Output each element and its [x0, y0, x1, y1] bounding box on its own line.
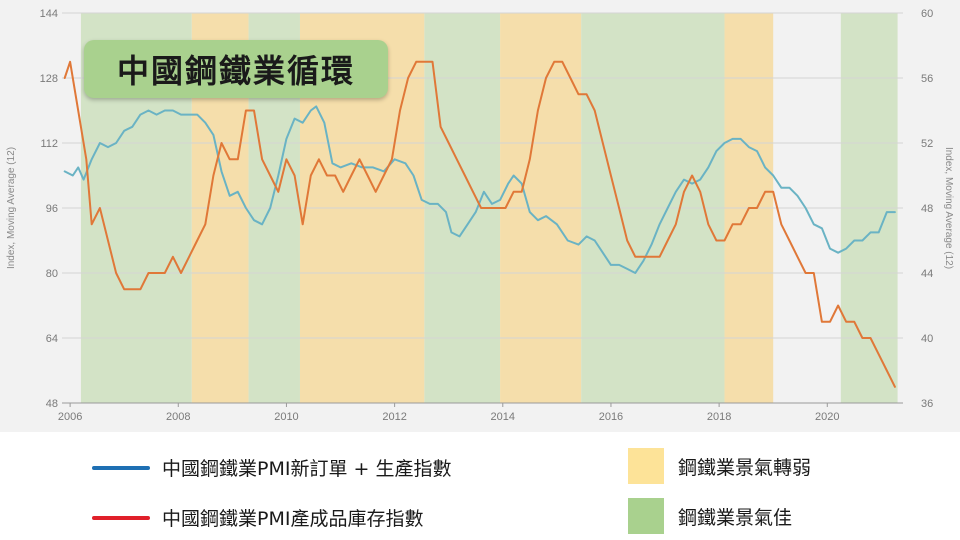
y-right-tick-label: 56 [921, 73, 933, 85]
y-left-tick-label: 112 [40, 138, 58, 150]
y-left-tick-label: 144 [40, 8, 58, 20]
y-left-tick-label: 80 [46, 268, 58, 280]
legend-swatch-good [628, 498, 664, 534]
legend-label-inventory: 中國鋼鐵業PMI產成品庫存指數 [162, 508, 424, 530]
x-tick-label: 2010 [274, 411, 298, 423]
title-box: 中國鋼鐵業循環 [84, 40, 388, 98]
x-tick-label: 2006 [58, 411, 82, 423]
chart-title: 中國鋼鐵業循環 [116, 52, 355, 90]
legend-item-new-orders: 中國鋼鐵業PMI新訂單 + 生產指數 [92, 454, 451, 481]
legend-label-new-orders: 中國鋼鐵業PMI新訂單 + 生產指數 [162, 458, 452, 480]
y-right-tick-label: 52 [921, 138, 933, 150]
legend-swatch-weakening [628, 448, 664, 484]
x-tick-label: 2014 [491, 411, 515, 423]
y-left-tick-label: 96 [46, 203, 58, 215]
y-left-axis-title: Index, Moving Average (12) [6, 147, 17, 269]
y-left-tick-label: 64 [46, 333, 58, 345]
y-right-tick-label: 60 [921, 8, 933, 20]
x-tick-label: 2016 [599, 411, 623, 423]
legend-label-good: 鋼鐵業景氣佳 [678, 506, 793, 529]
y-right-tick-label: 48 [921, 203, 933, 215]
legend-label-weakening: 鋼鐵業景氣轉弱 [678, 456, 812, 479]
x-tick-label: 2008 [166, 411, 190, 423]
legend-swatch-inventory [92, 515, 150, 520]
legend-item-inventory: 中國鋼鐵業PMI產成品庫存指數 [92, 504, 423, 531]
x-tick-label: 2018 [707, 411, 731, 423]
series-line-new-orders-production [63, 105, 896, 274]
series-line-finished-inventory [63, 60, 896, 388]
y-right-axis-title: Index, Moving Average (12) [943, 147, 954, 269]
y-right-tick-label: 44 [921, 268, 933, 280]
x-tick-label: 2012 [382, 411, 406, 423]
x-tick-label: 2020 [815, 411, 839, 423]
y-right-tick-label: 40 [921, 333, 933, 345]
legend-item-good: 鋼鐵業景氣佳 [628, 498, 792, 534]
legend-swatch-new-orders [92, 465, 150, 470]
legend-item-weakening: 鋼鐵業景氣轉弱 [628, 448, 811, 484]
y-left-tick-label: 128 [40, 73, 58, 85]
y-left-tick-label: 48 [46, 398, 58, 410]
y-right-tick-label: 36 [921, 398, 933, 410]
legend: 中國鋼鐵業PMI新訂單 + 生產指數 中國鋼鐵業PMI產成品庫存指數 鋼鐵業景氣… [0, 432, 960, 540]
